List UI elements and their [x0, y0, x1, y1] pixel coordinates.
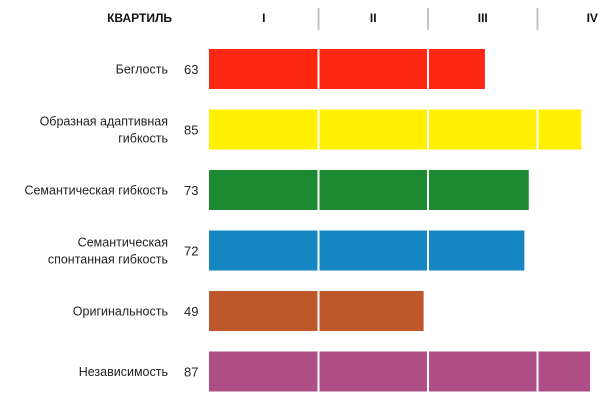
value-labels: 63 85 73 72 49 87	[184, 62, 198, 380]
bar-5	[209, 291, 424, 331]
quartile-label-4: IV	[587, 11, 598, 25]
quartile-dividers	[317, 8, 539, 30]
quartile-header-label: КВАРТИЛЬ	[107, 11, 172, 25]
bar-1	[209, 49, 485, 89]
category-labels: Беглость Образная адаптивная гибкость Семан…	[24, 63, 168, 380]
bar-6	[209, 351, 591, 392]
category-label-4: Семантическая спонтанная гибкость	[48, 236, 168, 267]
bars	[209, 49, 591, 392]
value-label-2: 85	[184, 123, 198, 138]
bar-2	[209, 109, 582, 150]
quartile-label-3: III	[478, 11, 488, 25]
quartile-label-1: I	[262, 11, 265, 25]
bar-3	[209, 170, 529, 210]
value-label-4: 72	[184, 244, 198, 259]
value-label-3: 73	[184, 183, 198, 198]
value-label-6: 87	[184, 365, 198, 380]
category-label-2: Образная адаптивная гибкость	[40, 115, 168, 146]
bar-4	[209, 230, 525, 271]
value-label-5: 49	[184, 304, 198, 319]
quartile-labels: I II III IV	[262, 11, 598, 25]
category-label-6: Независимость	[79, 365, 168, 379]
category-label-3: Семантическая гибкость	[24, 184, 168, 198]
value-label-1: 63	[184, 62, 198, 77]
category-label-1: Беглость	[116, 63, 168, 77]
quartile-label-2: II	[370, 11, 377, 25]
category-label-5: Оригинальность	[73, 305, 168, 319]
header-layer: КВАРТИЛЬ	[107, 11, 172, 25]
